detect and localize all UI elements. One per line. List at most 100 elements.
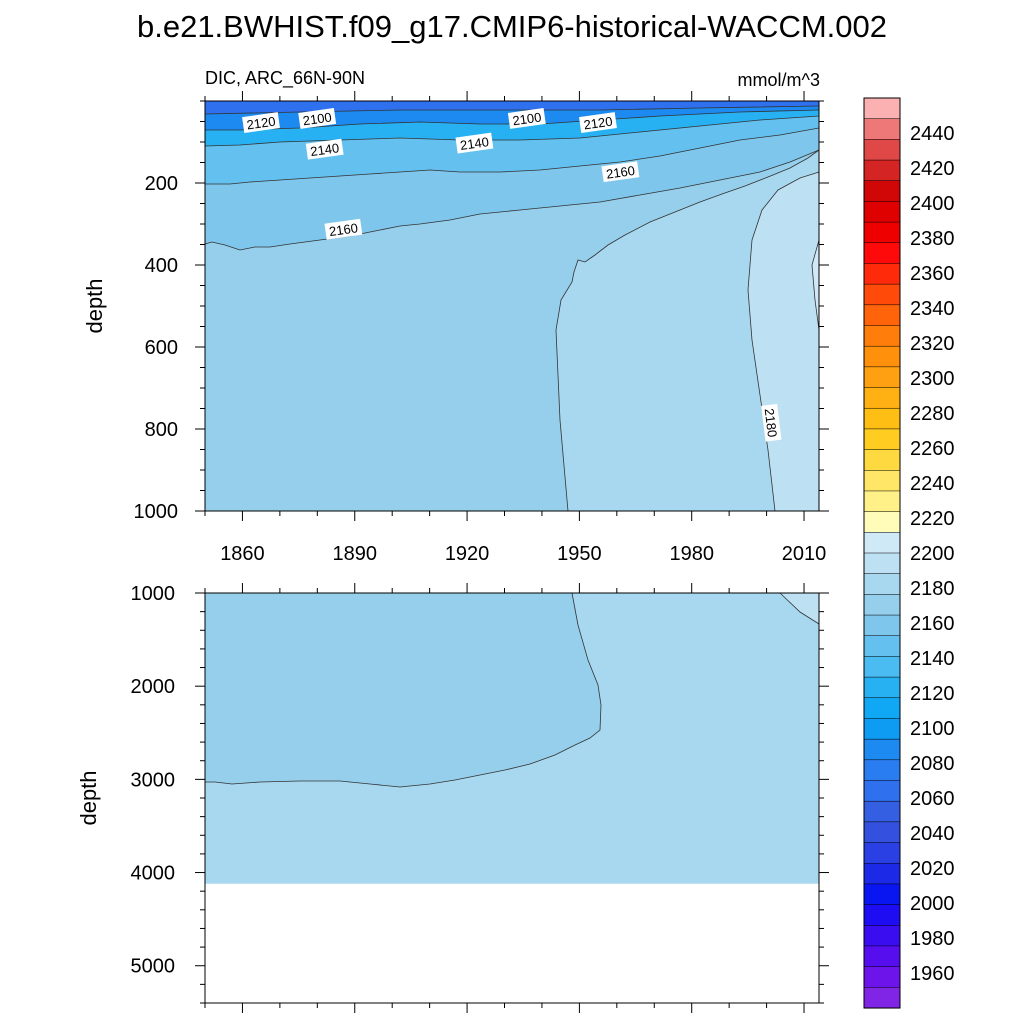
contour-label-text: 2160	[605, 163, 636, 182]
colorbar-swatch	[863, 821, 901, 844]
colorbar-swatch	[863, 676, 901, 699]
contour-line	[205, 592, 602, 788]
colorbar-label: 2060	[910, 788, 955, 810]
contour-label-text: 2160	[328, 220, 359, 239]
lower-axis-ticks	[195, 583, 829, 1013]
colorbar-swatch	[863, 470, 901, 492]
contour-label-bg	[507, 108, 546, 129]
upper-axis-ticks	[195, 91, 829, 521]
colorbar-label: 2040	[910, 823, 955, 845]
colorbar-swatch	[863, 159, 901, 182]
x-tick-label: 1890	[333, 543, 378, 565]
upper-tick-labels: 1860 1890 1920 1950 1980 2010 200 400 600 800 1000	[134, 173, 827, 565]
contour-label: 2100	[507, 108, 546, 129]
contour-label-text: 2100	[302, 110, 333, 129]
y-tick-label: 800	[145, 419, 178, 441]
colorbar-swatch	[863, 180, 901, 202]
colorbar-swatch	[863, 449, 901, 471]
contour-label-text: 2140	[459, 134, 490, 153]
contour-line	[555, 149, 820, 512]
colorbar-label: 2100	[910, 718, 955, 740]
colorbar-swatch	[863, 428, 901, 451]
colorbar-swatch	[863, 97, 901, 120]
colorbar-swatch	[863, 345, 901, 368]
y-tick-label: 200	[145, 173, 178, 195]
upper-subtitle-variable: DIC, ARC_66N-90N	[205, 68, 365, 89]
y-tick-label: 400	[145, 255, 178, 277]
colorbar-swatch	[863, 594, 901, 616]
contour-line	[204, 105, 820, 115]
colorbar-label: 2200	[910, 543, 955, 565]
colorbar-label: 2020	[910, 858, 955, 880]
colorbar-swatch	[863, 325, 901, 347]
colorbar-swatch	[863, 987, 901, 1009]
colorbar-label: 2360	[910, 263, 955, 285]
colorbar-swatch	[863, 242, 901, 265]
colorbar-swatch	[863, 283, 901, 306]
y-tick-label: 5000	[131, 956, 176, 978]
lower-contour-fills	[205, 593, 819, 884]
contour-line	[811, 239, 820, 331]
upper-contour-labels: 2120 2100 2100 2120 2140 2140 2160 2160 2180	[242, 108, 782, 442]
y-tick-label: 4000	[131, 863, 176, 885]
upper-subtitle-units: mmol/m^3	[738, 70, 820, 90]
colorbar: 2440 2420 2400 2380 2360 2340 2320 2300 2280 2260…	[863, 97, 955, 1009]
colorbar-swatch	[863, 945, 901, 968]
colorbar-swatch	[863, 201, 901, 223]
colorbar-swatch	[863, 883, 901, 906]
lower-y-axis-label: depth	[76, 770, 101, 825]
x-tick-label: 1860	[220, 543, 265, 565]
colorbar-label: 1980	[910, 928, 955, 950]
contour-label-text: 2140	[309, 140, 340, 159]
colorbar-label: 2300	[910, 368, 955, 390]
colorbar-swatch	[863, 118, 901, 140]
contour-fill-2160-deep	[205, 593, 601, 787]
lower-contour-lines	[205, 592, 820, 788]
contour-line	[205, 127, 820, 185]
contour-label: 2160	[324, 218, 363, 240]
y-tick-label: 600	[145, 337, 178, 359]
contour-label: 2180	[761, 403, 782, 442]
colorbar-swatch	[863, 139, 901, 161]
contour-label-bg	[242, 112, 280, 133]
contour-label-bg	[601, 161, 640, 183]
x-tick-label: 2010	[782, 543, 827, 565]
colorbar-swatch	[863, 966, 901, 988]
colorbar-swatch	[863, 304, 901, 327]
colorbar-label: 2000	[910, 893, 955, 915]
contour-label-bg	[324, 218, 363, 240]
contour-label: 2140	[455, 132, 494, 154]
colorbar-swatch	[863, 718, 901, 740]
colorbar-swatch	[863, 800, 901, 823]
colorbar-swatch	[863, 573, 901, 595]
contour-fill-2200-inner	[812, 240, 819, 330]
contour-label-bg	[761, 403, 782, 442]
y-tick-label: 3000	[131, 769, 176, 791]
contour-label: 2160	[601, 161, 640, 183]
colorbar-frame	[863, 97, 901, 1009]
contour-label-bg	[298, 108, 337, 129]
upper-y-axis-label: depth	[82, 278, 107, 333]
colorbar-swatches	[863, 97, 901, 1009]
colorbar-swatch	[863, 387, 901, 409]
colorbar-swatch	[863, 780, 901, 802]
colorbar-swatch	[863, 759, 901, 782]
y-tick-label: 1000	[131, 583, 176, 605]
y-tick-label: 1000	[134, 501, 179, 523]
lower-tick-labels: 1000 2000 3000 4000 5000	[131, 583, 176, 978]
colorbar-label: 2340	[910, 298, 955, 320]
colorbar-swatch	[863, 263, 901, 285]
colorbar-label: 2400	[910, 193, 955, 215]
colorbar-swatch	[863, 904, 901, 926]
contour-label-text: 2100	[512, 110, 543, 129]
colorbar-label: 1960	[910, 963, 955, 985]
colorbar-swatch	[863, 532, 901, 554]
colorbar-label: 2420	[910, 158, 955, 180]
contour-label-text: 2120	[246, 114, 277, 133]
colorbar-swatch	[863, 221, 901, 244]
colorbar-swatch	[863, 656, 901, 678]
contour-line	[779, 592, 820, 625]
colorbar-label: 2260	[910, 438, 955, 460]
contour-label-bg	[579, 112, 617, 133]
upper-contour-fills	[205, 101, 819, 511]
